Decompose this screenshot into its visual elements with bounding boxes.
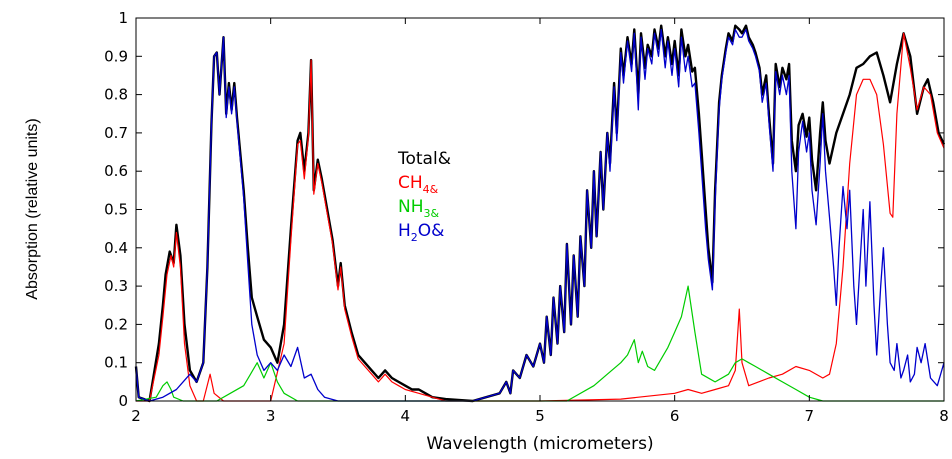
legend-entry-2: NH3&: [398, 197, 439, 220]
x-tick-label: 5: [535, 407, 545, 425]
y-tick-label: 0.8: [104, 86, 128, 104]
y-tick-label: 0.4: [104, 239, 128, 257]
y-tick-label: 0.3: [104, 277, 128, 295]
legend-subscript: 4&: [423, 183, 439, 196]
series-line-2: [135, 285, 944, 402]
legend-text-part: Total&: [397, 149, 451, 169]
y-axis-title: Absorption (relative units): [24, 118, 41, 299]
legend: Total&CH4&NH3&H2O&: [397, 149, 451, 244]
legend-text-part: O&: [418, 221, 445, 241]
x-tick-label: 3: [266, 407, 276, 425]
legend-text-part: H: [398, 221, 411, 241]
legend-entry-3: H2O&: [398, 221, 444, 244]
x-tick-label: 4: [401, 407, 411, 425]
legend-entry-0: Total&: [397, 149, 451, 169]
legend-text-part: CH: [398, 173, 423, 193]
legend-entry-1: CH4&: [398, 173, 439, 196]
legend-subscript: 2: [411, 231, 418, 244]
y-tick-label: 0.9: [104, 47, 128, 65]
ticks-layer: 2 3 4 5 6 7 8 0 0.1 0.2 0.3 0.4 0.5 0.6 0.7 0.8 0.9 1: [104, 9, 949, 425]
series-line-1: [136, 32, 945, 402]
y-tick-label: 0.6: [104, 162, 128, 180]
x-axis-title: Wavelength (micrometers): [426, 434, 653, 454]
y-tick-label: 0: [118, 392, 128, 410]
x-tick-label: 6: [670, 407, 680, 425]
legend-text-part: NH: [398, 197, 424, 217]
legend-subscript: 3&: [424, 207, 440, 220]
series-layer: [134, 24, 946, 403]
series-line-3: [135, 28, 945, 402]
x-tick-label: 8: [939, 407, 949, 425]
y-tick-label: 1: [118, 9, 128, 27]
x-tick-label: 2: [131, 407, 141, 425]
y-tick-label: 0.1: [104, 354, 128, 372]
y-tick-label: 0.5: [104, 201, 128, 219]
y-tick-label: 0.2: [104, 315, 128, 333]
x-tick-label: 7: [805, 407, 815, 425]
y-tick-label: 0.7: [104, 124, 128, 142]
